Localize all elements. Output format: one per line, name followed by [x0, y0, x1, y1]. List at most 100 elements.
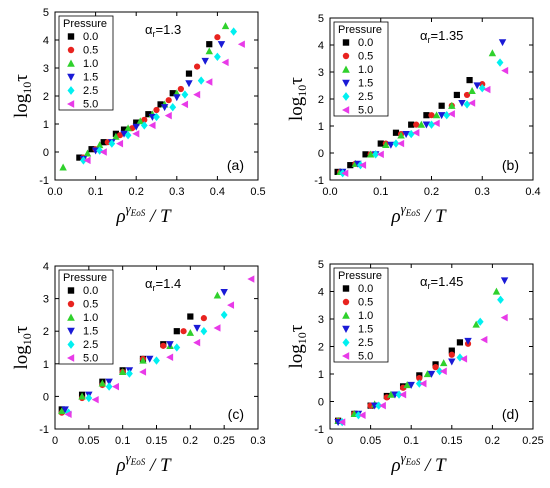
panel-label: (c): [228, 406, 244, 422]
legend-entry: 2.5: [83, 85, 98, 97]
data-point-pressure-1.5: [146, 355, 154, 363]
y-tick-label: 0: [43, 391, 49, 403]
alpha-subscript: r: [153, 283, 156, 293]
y-tick-label: 4: [43, 35, 49, 47]
legend-entry: 2.5: [358, 337, 373, 349]
x-tick-label: 0.0: [47, 186, 62, 198]
data-point-pressure-0.0: [169, 90, 176, 97]
data-point-pressure-0.5: [416, 375, 423, 382]
x-tick-label: 0.1: [115, 435, 130, 447]
data-point-pressure-2.5: [173, 343, 181, 352]
data-point-pressure-5.0: [341, 169, 349, 177]
y-tick-label: -1: [314, 175, 324, 187]
legend-entry: 5.0: [358, 105, 373, 117]
data-point-pressure-2.5: [415, 379, 423, 388]
data-point-pressure-5.0: [419, 379, 427, 388]
x-axis-label-sup-sub: EoS: [130, 457, 146, 467]
data-point-pressure-5.0: [164, 111, 172, 120]
legend-entry: 0.5: [83, 45, 98, 57]
x-axis-label-base: ρ: [116, 206, 126, 227]
data-point-pressure-0.0: [100, 139, 107, 146]
y-tick-label: 4: [43, 261, 49, 273]
y-tick-label: 5: [43, 7, 49, 19]
data-point-pressure-5.0: [338, 418, 346, 426]
data-point-pressure-5.0: [399, 390, 407, 399]
data-point-pressure-0.0: [173, 328, 180, 335]
data-point-pressure-0.0: [120, 126, 128, 133]
legend-entry: 5.0: [83, 99, 98, 111]
x-tick-label: 0.05: [360, 435, 381, 447]
data-points: [334, 277, 509, 427]
y-tick-label: 2: [43, 91, 49, 103]
y-tick-label: 3: [318, 67, 324, 79]
data-points: [334, 39, 509, 178]
alpha-annotation: αr=1.3: [145, 22, 181, 39]
data-point-pressure-0.0: [456, 339, 464, 346]
y-tick-label: 1: [318, 121, 324, 133]
data-point-pressure-1.0: [139, 356, 147, 364]
data-point-pressure-5.0: [132, 130, 140, 138]
data-point-pressure-1.0: [382, 141, 390, 148]
legend-box: [333, 21, 389, 117]
legend-marker: [67, 287, 75, 294]
legend-marker: [342, 325, 350, 333]
legend-marker: [342, 311, 350, 319]
data-point-pressure-5.0: [439, 367, 447, 375]
x-tick-label: 0.25: [213, 435, 234, 447]
alpha-annotation: αr=1.45: [420, 274, 463, 291]
data-point-pressure-2.5: [181, 90, 189, 99]
x-axis-label-tail: / T: [145, 206, 172, 227]
data-point-pressure-5.0: [483, 85, 491, 94]
y-tick-label: 5: [318, 13, 324, 25]
data-point-pressure-2.5: [108, 139, 116, 148]
legend-marker: [342, 352, 350, 360]
data-point-pressure-2.5: [85, 393, 93, 403]
legend-marker: [67, 354, 75, 362]
legend-entry: 1.5: [83, 72, 98, 84]
legend-title: Pressure: [63, 272, 107, 284]
x-axis-label-sup-sub: EoS: [405, 208, 421, 218]
data-point-pressure-2.5: [496, 58, 504, 67]
panel-label: (b): [502, 157, 519, 173]
y-axis-label: log10τ: [286, 324, 309, 368]
data-point-pressure-5.0: [166, 353, 174, 361]
data-point-pressure-1.0: [468, 87, 476, 94]
x-axis-label-sup-sub: EoS: [405, 457, 421, 467]
legend-entry: 1.0: [83, 312, 98, 324]
y-tick-label: 2: [318, 342, 324, 354]
x-tick-label: 0.2: [183, 435, 198, 447]
data-point-pressure-1.5: [201, 57, 209, 65]
y-axis-label-tail: τ: [286, 77, 307, 85]
alpha-value: =1.35: [431, 28, 464, 43]
data-point-pressure-0.0: [76, 154, 83, 161]
legend-box: [58, 15, 114, 111]
data-point-pressure-1.5: [448, 358, 456, 366]
alpha-symbol: α: [420, 28, 428, 43]
data-point-pressure-2.5: [169, 103, 177, 112]
data-point-pressure-1.0: [366, 150, 375, 158]
data-point-pressure-1.0: [136, 117, 144, 125]
data-point-pressure-1.0: [387, 390, 395, 398]
data-point-pressure-1.0: [59, 163, 67, 171]
y-tick-label: 1: [318, 369, 324, 381]
x-tick-label: 0.25: [522, 435, 543, 447]
legend-marker: [67, 46, 75, 54]
data-point-pressure-5.0: [227, 301, 235, 309]
data-point-pressure-1.0: [186, 328, 195, 336]
data-point-pressure-1.5: [193, 324, 201, 332]
data-point-pressure-1.0: [448, 101, 456, 109]
data-point-pressure-2.5: [355, 411, 362, 420]
data-point-pressure-0.0: [466, 77, 473, 84]
data-point-pressure-1.5: [473, 82, 481, 90]
legend-entry: 1.5: [83, 326, 98, 338]
x-tick-label: 0.05: [78, 435, 99, 447]
data-point-pressure-5.0: [412, 129, 420, 137]
data-point-pressure-2.5: [126, 369, 133, 378]
y-tick-label: 0: [318, 397, 324, 409]
legend-marker: [67, 33, 75, 40]
alpha-annotation: αr=1.4: [145, 276, 181, 293]
data-point-pressure-0.5: [413, 121, 420, 128]
